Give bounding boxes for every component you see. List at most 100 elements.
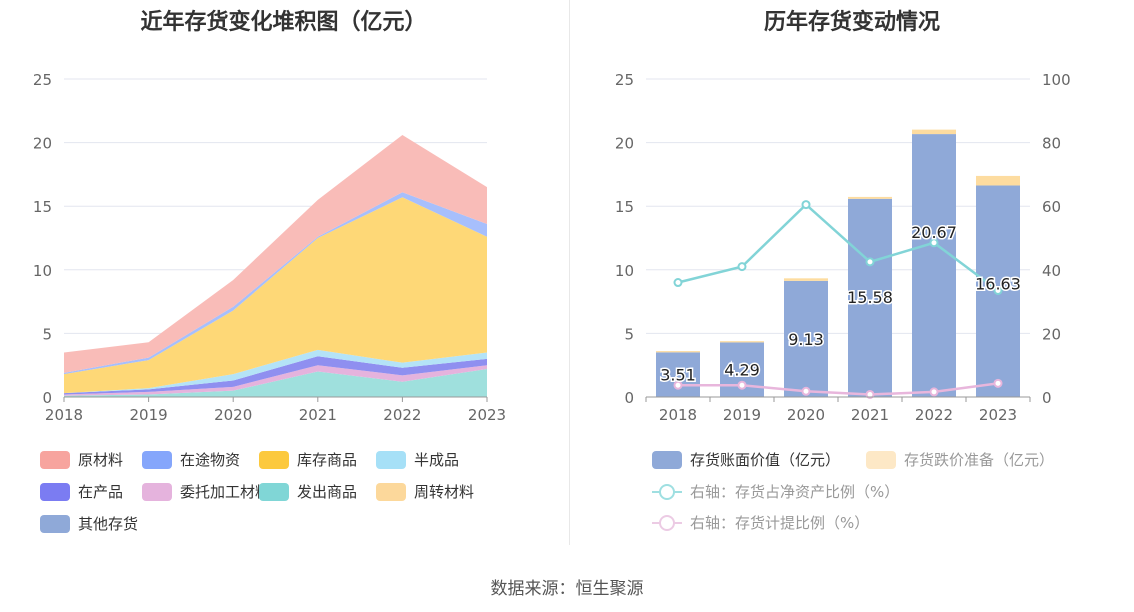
data-source-footer: 数据来源：恒生聚源 xyxy=(490,579,644,599)
stacked-area-chart: 0 5 10 15 20 25 2018 2019 2020 2021 2022 2023 xyxy=(33,71,506,424)
y-left-tick-label: 10 xyxy=(615,262,634,280)
legend-swatch xyxy=(866,450,896,469)
legend-label: 存货跌价准备（亿元） xyxy=(904,451,1055,469)
y-tick-label: 10 xyxy=(33,262,52,280)
legend-swatch xyxy=(142,450,172,469)
legend-item[interactable]: 周转材料 xyxy=(376,481,474,502)
legend-item[interactable]: 在产品 xyxy=(40,481,123,502)
line-point xyxy=(801,386,811,396)
line-point xyxy=(737,380,747,390)
area-series xyxy=(64,365,487,396)
line-point xyxy=(929,238,939,248)
legend-swatch xyxy=(259,450,289,469)
left-chart-title: 近年存货变化堆积图（亿元） xyxy=(140,10,427,35)
legend-label: 库存商品 xyxy=(297,451,358,469)
area-series xyxy=(64,369,487,397)
legend-item[interactable]: 其他存货 xyxy=(40,513,138,534)
x-tick-label: 2023 xyxy=(468,406,506,424)
line-point xyxy=(737,262,747,272)
legend-label: 发出商品 xyxy=(297,483,358,501)
legend-item[interactable]: 原材料 xyxy=(40,449,123,470)
x-tick-label: 2022 xyxy=(383,406,421,424)
x-tick-label: 2019 xyxy=(723,406,761,424)
legend-swatch xyxy=(652,483,682,501)
legend-label: 周转材料 xyxy=(414,483,475,501)
line-point xyxy=(929,387,939,397)
x-tick-label: 2021 xyxy=(299,406,337,424)
area-series xyxy=(64,356,487,395)
y-tick-label: 25 xyxy=(33,71,52,89)
line-point xyxy=(993,378,1003,388)
legend-label: 半成品 xyxy=(414,451,460,469)
bar-book-value xyxy=(784,280,828,397)
x-tick-label: 2022 xyxy=(915,406,953,424)
legend-swatch xyxy=(376,482,406,501)
y-right-tick-label: 20 xyxy=(1042,325,1061,343)
y-left-tick-label: 15 xyxy=(615,198,634,216)
bar-data-label: 4.29 xyxy=(724,361,760,380)
bar-data-label: 9.13 xyxy=(788,330,824,349)
legend-swatch xyxy=(142,482,172,501)
legend-item[interactable]: 在途物资 xyxy=(142,449,240,470)
legend-item[interactable]: 右轴：存货计提比例（%） xyxy=(652,512,869,533)
legend-item[interactable]: 委托加工材料 xyxy=(142,481,270,502)
line-point xyxy=(673,380,683,390)
bar-impairment xyxy=(656,351,700,353)
y-tick-label: 20 xyxy=(33,135,52,153)
legend-item[interactable]: 半成品 xyxy=(376,449,459,470)
y-right-tick-label: 100 xyxy=(1042,71,1071,89)
legend-item[interactable]: 存货账面价值（亿元） xyxy=(652,449,840,470)
bar-data-label: 16.63 xyxy=(975,274,1021,293)
legend-label: 在产品 xyxy=(78,483,124,501)
bar-book-value xyxy=(912,134,956,397)
y-right-tick-label: 0 xyxy=(1042,389,1052,407)
legend-label: 其他存货 xyxy=(78,515,139,533)
right-chart-title: 历年存货变动情况 xyxy=(763,10,940,35)
y-left-tick-label: 25 xyxy=(615,71,634,89)
bar-book-value xyxy=(848,198,892,397)
line-point xyxy=(865,389,875,399)
bar-data-label: 3.51 xyxy=(660,366,696,385)
line-provision-ratio xyxy=(678,382,999,396)
y-left-tick-label: 20 xyxy=(615,135,634,153)
y-left-tick-label: 0 xyxy=(624,389,634,407)
legend-label: 委托加工材料 xyxy=(180,483,271,501)
bar-data-label: 15.58 xyxy=(847,288,893,307)
bar-impairment xyxy=(784,278,828,281)
line-net-asset-ratio xyxy=(677,202,999,292)
area-series xyxy=(64,349,487,394)
legend-item[interactable]: 库存商品 xyxy=(259,449,357,470)
area-series xyxy=(64,197,487,394)
y-tick-label: 5 xyxy=(42,325,52,343)
bar-impairment xyxy=(848,196,892,199)
legend-swatch xyxy=(40,514,70,533)
y-right-tick-label: 80 xyxy=(1042,135,1061,153)
left-chart-panel: 近年存货变化堆积图（亿元） 0 5 10 15 20 25 2018 2019 2020 2021… xyxy=(0,0,567,560)
bar-impairment xyxy=(912,129,956,135)
x-tick-label: 2020 xyxy=(787,406,825,424)
x-tick-label: 2023 xyxy=(979,406,1017,424)
y-right-tick-label: 60 xyxy=(1042,198,1061,216)
line-point xyxy=(993,285,1003,295)
y-left-tick-label: 5 xyxy=(624,325,634,343)
area-series xyxy=(64,134,487,373)
line-point xyxy=(673,278,683,288)
bar-data-label: 20.67 xyxy=(911,223,957,242)
legend-swatch xyxy=(40,482,70,501)
legend-item[interactable]: 发出商品 xyxy=(259,481,357,502)
y-right-tick-label: 40 xyxy=(1042,262,1061,280)
legend-swatch xyxy=(40,450,70,469)
bar-impairment xyxy=(976,175,1020,186)
x-tick-label: 2018 xyxy=(659,406,697,424)
legend-label: 存货账面价值（亿元） xyxy=(690,451,841,469)
legend-swatch xyxy=(652,450,682,469)
x-tick-label: 2019 xyxy=(130,406,168,424)
legend-item[interactable]: 存货跌价准备（亿元） xyxy=(866,449,1054,470)
legend-label: 在途物资 xyxy=(180,451,241,469)
legend-item[interactable]: 右轴：存货占净资产比例（%） xyxy=(652,481,899,502)
y-tick-label: 0 xyxy=(42,389,52,407)
x-tick-label: 2021 xyxy=(851,406,889,424)
x-tick-label: 2020 xyxy=(214,406,252,424)
right-chart-panel: 历年存货变动情况 0 0 5 20 10 40 15 60 20 80 25 100 3.51 4.29 9… xyxy=(570,0,1134,560)
legend-swatch xyxy=(652,514,682,532)
